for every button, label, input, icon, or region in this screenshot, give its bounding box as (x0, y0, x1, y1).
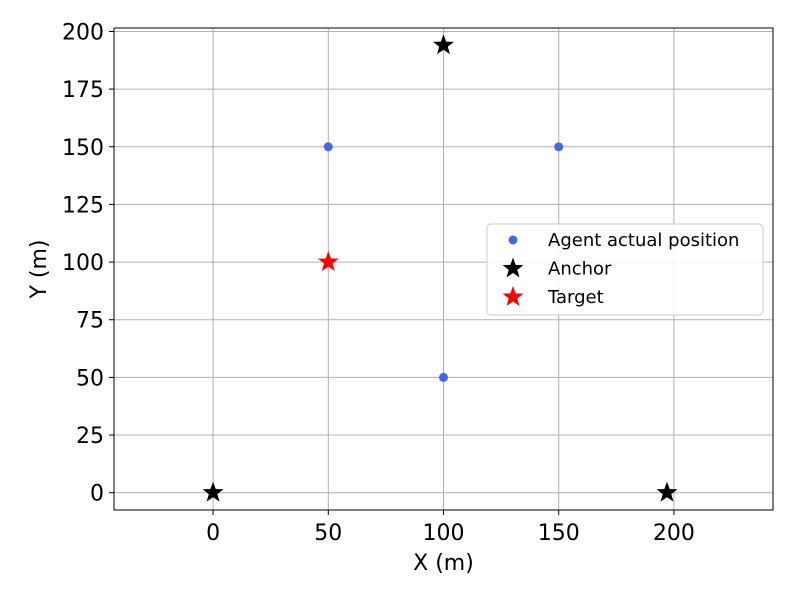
y-tick-label: 75 (76, 309, 104, 334)
axis-ticks: 0 50 100 150 200 0 25 50 75 100 125 150 175 200 (62, 20, 695, 546)
target-point (317, 251, 339, 271)
legend: Agent actual position Anchor Target (486, 223, 764, 316)
plot-frame (113, 27, 774, 511)
legend-marker (502, 286, 524, 306)
anchor-point (202, 481, 224, 502)
legend-marker (508, 235, 518, 245)
legend-box (486, 223, 764, 316)
y-tick-label: 175 (62, 78, 104, 103)
agent-actual-position-point (323, 142, 333, 152)
agent-actual-position-point (554, 142, 564, 152)
y-tick-label: 25 (76, 424, 104, 449)
x-tick-label: 50 (314, 521, 342, 546)
legend-label: Agent actual position (548, 230, 739, 251)
agent-actual-position-point (439, 372, 448, 382)
anchor-point (433, 34, 454, 55)
y-tick-label: 200 (62, 20, 104, 45)
x-tick-label: 0 (206, 521, 220, 546)
x-tick-label: 150 (538, 521, 580, 546)
anchor-point (656, 481, 678, 502)
y-tick-label: 50 (76, 366, 104, 391)
legend-label: Anchor (548, 259, 612, 280)
legend-marker (502, 257, 524, 278)
y-tick-label: 100 (62, 251, 104, 276)
y-tick-label: 0 (90, 482, 104, 507)
x-tick-label: 200 (653, 521, 695, 546)
x-tick-label: 100 (423, 521, 465, 546)
y-axis-label: Y (m) (27, 239, 52, 299)
data-points (202, 34, 678, 502)
x-axis-label: X (m) (413, 551, 474, 576)
y-tick-label: 125 (62, 193, 104, 218)
y-tick-label: 150 (62, 136, 104, 161)
legend-label: Target (547, 287, 604, 308)
